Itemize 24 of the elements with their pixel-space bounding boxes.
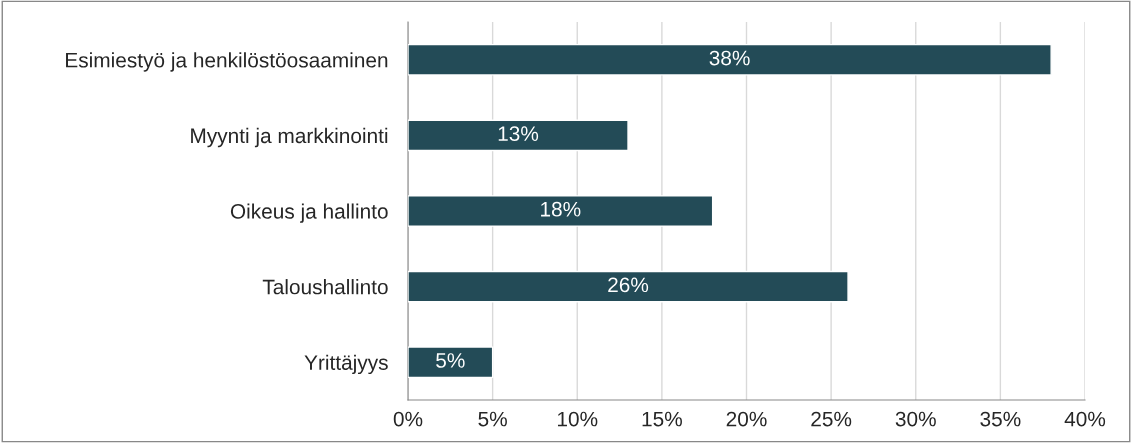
bar	[408, 346, 494, 379]
x-tick-label: 40%	[1064, 411, 1106, 427]
data-label: 13%	[498, 126, 539, 141]
data-label: 5%	[436, 353, 465, 368]
x-tick-label: 15%	[642, 411, 682, 427]
y-tick-label: Yrittäjyys	[304, 354, 388, 375]
y-tick-label: Myynti ja markkinointi	[191, 127, 388, 148]
x-tick-label: 20%	[726, 411, 767, 427]
x-tick-label: 10%	[557, 411, 598, 427]
x-tick-label: 25%	[811, 411, 852, 427]
bar	[408, 195, 714, 227]
y-tick-label: Taloushallinto	[262, 279, 388, 295]
x-tick-label: 5%	[478, 411, 507, 427]
x-tick-label: 35%	[980, 411, 1021, 427]
y-tick-label: Oikeus ja hallinto	[230, 203, 388, 223]
bar	[408, 43, 1052, 76]
x-tick-label: 0%	[393, 411, 423, 427]
data-label: 18%	[541, 201, 581, 217]
bar	[408, 270, 849, 303]
y-tick-label: Esimiestyö ja henkilöstöosaaminen	[66, 52, 388, 72]
bar	[408, 119, 629, 152]
data-label: 38%	[709, 50, 750, 66]
data-label: 26%	[608, 277, 649, 293]
x-tick-label: 30%	[895, 411, 936, 427]
